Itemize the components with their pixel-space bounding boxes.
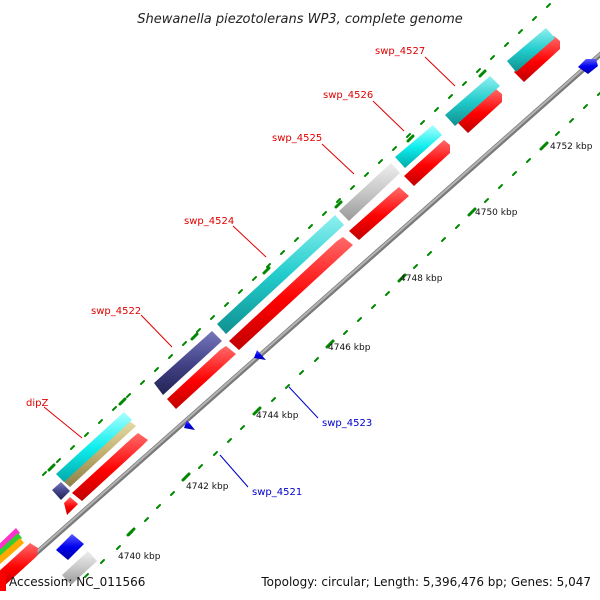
gene-arrow-swp_4526[interactable]	[404, 140, 450, 186]
footer-accession: Accession: NC_011566	[9, 575, 145, 589]
gene-label-dipZ[interactable]: dipZ	[26, 398, 48, 409]
feature-bar-swp_4524[interactable]	[217, 215, 344, 334]
gene-arrow-dipZ[interactable]	[64, 497, 78, 515]
map-title: Shewanella piezotolerans WP3, complete g…	[137, 12, 463, 27]
gene-arrow-swp_4522[interactable]	[167, 346, 236, 409]
feature-bar-swp_4527[interactable]	[445, 76, 500, 126]
tick-label-4744: 4744 kbp	[256, 411, 299, 421]
footer-marker	[0, 573, 6, 591]
gene-label-swp_4522[interactable]: swp_4522	[91, 306, 141, 317]
feature-bar-dipZ-navy[interactable]	[52, 482, 70, 500]
tick-label-4746: 4746 kbp	[328, 343, 371, 353]
gene-arrow-swp_4521[interactable]	[184, 420, 195, 430]
gene-label-swp_4523[interactable]: swp_4523	[322, 418, 372, 429]
gene-label-swp_4525[interactable]: swp_4525	[272, 133, 322, 144]
feature-bar-swp_4525[interactable]	[339, 163, 400, 221]
gene-label-swp_4524[interactable]: swp_4524	[184, 216, 234, 227]
tick-labels: 4740 kbp 4742 kbp 4744 kbp 4746 kbp 4748…	[118, 142, 593, 562]
gene-arrow-swp_4524[interactable]	[229, 237, 353, 350]
gene-arrow[interactable]	[72, 433, 148, 501]
gene-label-swp_4527[interactable]: swp_4527	[375, 46, 425, 57]
gene-label-swp_4521[interactable]: swp_4521	[252, 487, 302, 498]
gene-arrow-swp_4527[interactable]	[458, 89, 502, 133]
feature-track	[0, 28, 555, 565]
gene-arrow-reverse[interactable]	[56, 534, 84, 560]
feature-bar-swp_4526[interactable]	[395, 125, 442, 168]
gene-arrow[interactable]	[0, 543, 38, 588]
feature-bar[interactable]	[62, 551, 97, 585]
feature-bar[interactable]	[0, 538, 24, 565]
gene-arrow-swp_4523[interactable]	[254, 350, 266, 360]
tick-label-4742: 4742 kbp	[186, 482, 229, 492]
tick-marks	[84, 91, 600, 578]
genome-backbone	[0, 51, 600, 589]
feature-bar[interactable]	[507, 28, 555, 72]
feature-bar-dipZ-cyan[interactable]	[56, 412, 132, 482]
gene-label-swp_4526[interactable]: swp_4526	[323, 90, 373, 101]
footer-summary: Topology: circular; Length: 5,396,476 bp…	[260, 575, 591, 589]
gene-labels: dipZ swp_4521 swp_4522 swp_4523 swp_4524…	[26, 46, 456, 498]
tick-label-4748: 4748 kbp	[400, 274, 443, 284]
upper-tick-marks	[42, 3, 551, 476]
tick-label-4752: 4752 kbp	[550, 142, 593, 152]
feature-bar-dipZ-khaki[interactable]	[62, 420, 136, 487]
gene-arrow-swp_4525[interactable]	[349, 187, 409, 240]
feature-bar-swp_4522[interactable]	[154, 331, 222, 395]
gene-arrow[interactable]	[514, 36, 560, 82]
reverse-gene-track	[56, 59, 598, 585]
gene-arrow-reverse[interactable]	[578, 59, 598, 74]
tick-label-4750: 4750 kbp	[475, 208, 518, 218]
tick-label-4740: 4740 kbp	[118, 552, 161, 562]
forward-gene-track	[0, 36, 560, 588]
